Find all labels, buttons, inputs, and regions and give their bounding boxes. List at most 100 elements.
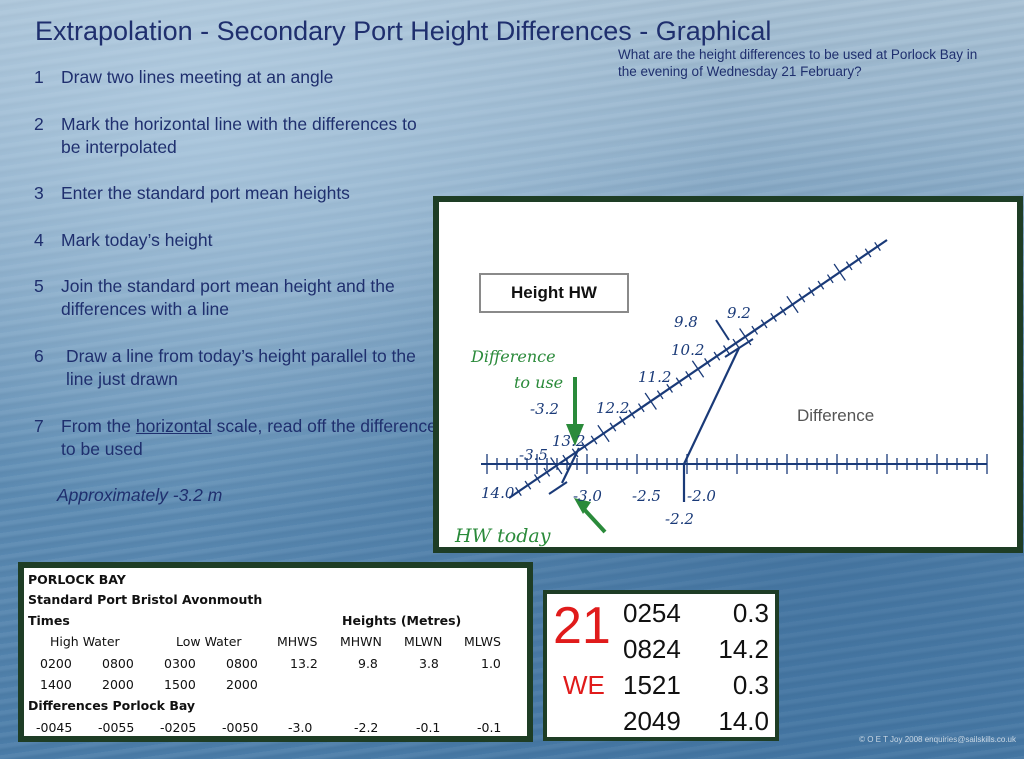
step-text: Join the standard port mean height and t… [61,276,395,319]
col-high-water: High Water [50,634,120,649]
table-cell: -0.1 [416,720,441,735]
slanted-tick [817,280,825,290]
table-cell: 0300 [164,656,196,671]
col-mhws: MHWS [277,634,318,649]
slanted-tick [597,424,610,443]
slanted-tick [628,409,636,419]
label-9-2: 9.2 [727,304,751,322]
step-text: Mark the horizontal line with the differ… [61,114,417,157]
table-diff-label: Differences Porlock Bay [28,698,196,713]
label-9-8: 9.8 [674,313,698,331]
label-minus-2-5: -2.5 [632,487,661,505]
diagram-panel: 14.0 13.2 12.2 11.2 10.2 9.8 9.2 -3.5 -3… [433,196,1023,553]
question-text: What are the height differences to be us… [618,47,978,79]
slanted-tick [666,383,674,393]
table-cell: 13.2 [290,656,318,671]
slanted-tick [524,480,532,490]
slanted-tick [845,261,853,271]
tide-time: 2049 [623,706,681,736]
step-text: Enter the standard port mean heights [61,183,350,203]
slanted-tick [798,293,806,303]
slanted-tick [571,448,579,458]
label-minus-3-2: -3.2 [530,400,559,418]
slanted-tick [619,416,626,426]
horizontal-scale [481,454,988,474]
table-heights-label: Heights (Metres) [342,613,462,628]
step-text: Draw two lines meeting at an angle [61,67,334,87]
slanted-tick [609,422,617,432]
label-minus-2-0: -2.0 [687,487,716,505]
col-mlwn: MLWN [404,634,443,649]
table-cell: -2.2 [354,720,379,735]
slanted-tick [562,454,570,464]
step-text-part: scale, read off the difference to be use… [61,416,437,459]
slanted-tick [581,441,588,451]
table-cell: 9.8 [358,656,378,671]
page-title: Extrapolation - Secondary Port Height Di… [35,16,772,46]
label-minus-2-2: -2.2 [665,510,694,528]
slanted-tick [644,392,657,410]
slanted-tick [760,319,768,329]
step-number: 3 [34,183,44,203]
table-cell: -0045 [36,720,73,735]
difference-to-use-line2: to use [514,373,563,392]
tide-day: 21 [553,597,611,655]
label-14-0: 14.0 [481,484,515,502]
table-cell: -0055 [98,720,135,735]
tide-time: 1521 [623,670,681,700]
slanted-tick [855,254,863,264]
tide-times-panel: 21 WE 0254 0.3 0824 14.2 1521 0.3 2049 1… [543,590,779,741]
slanted-tick [722,345,730,355]
slanted-tick [874,241,881,251]
tick-14-0 [548,481,568,495]
step-number: 1 [34,67,44,87]
slanted-tick [732,338,740,348]
slanted-tick [590,435,598,445]
slanted-tick [515,487,522,497]
table-cell: 1500 [164,677,196,692]
step-text: Draw a line from today’s height parallel… [66,346,416,389]
hw-today-arrow [574,498,607,534]
difference-label: Difference [797,406,874,425]
hw-today-label: HW today [454,525,551,547]
col-low-water: Low Water [176,634,242,649]
step-text-part: From the [61,416,136,436]
parallel-line [561,447,580,484]
col-mhwn: MHWN [340,634,382,649]
tide-height: 14.0 [718,706,769,736]
slanted-tick [550,457,563,475]
label-13-2: 13.2 [552,432,585,450]
slanted-tick [751,325,759,335]
table-cell: 2000 [226,677,258,692]
table-times-label: Times [28,613,70,628]
label-10-2: 10.2 [671,341,704,359]
slanted-tick [637,403,645,413]
table-cell: 0200 [40,656,72,671]
slanted-tick [826,274,834,284]
slanted-tick [675,377,683,387]
step-text-underlined: horizontal [135,416,212,436]
difference-to-use-line1: Difference [470,347,556,366]
label-minus-3-5: -3.5 [519,446,548,464]
table-cell: 1.0 [481,656,501,671]
slanted-ticks [515,241,881,497]
table-cell: -3.0 [288,720,313,735]
copyright-text: © O E T Joy 2008 enquiries@sailskills.co… [859,735,1016,744]
label-11-2: 11.2 [638,368,671,386]
tick-10-2 [724,338,754,358]
tide-height: 14.2 [718,634,769,664]
slanted-scale [508,239,888,499]
slanted-tick [704,358,711,368]
step-text: From the horizontal scale, read off the … [61,415,441,461]
slanted-tick [713,351,721,361]
step-number: 6 [34,346,44,366]
step-number: 5 [34,276,44,296]
slanted-tick [533,474,541,484]
tick-9-8 [715,319,730,341]
tide-height: 0.3 [732,670,769,700]
slanted-tick [691,360,705,378]
slanted-tick [833,263,846,281]
table-standard-port: Standard Port Bristol Avonmouth [28,592,263,607]
table-title: PORLOCK BAY [28,572,126,587]
label-minus-3-0: -3.0 [573,487,602,505]
